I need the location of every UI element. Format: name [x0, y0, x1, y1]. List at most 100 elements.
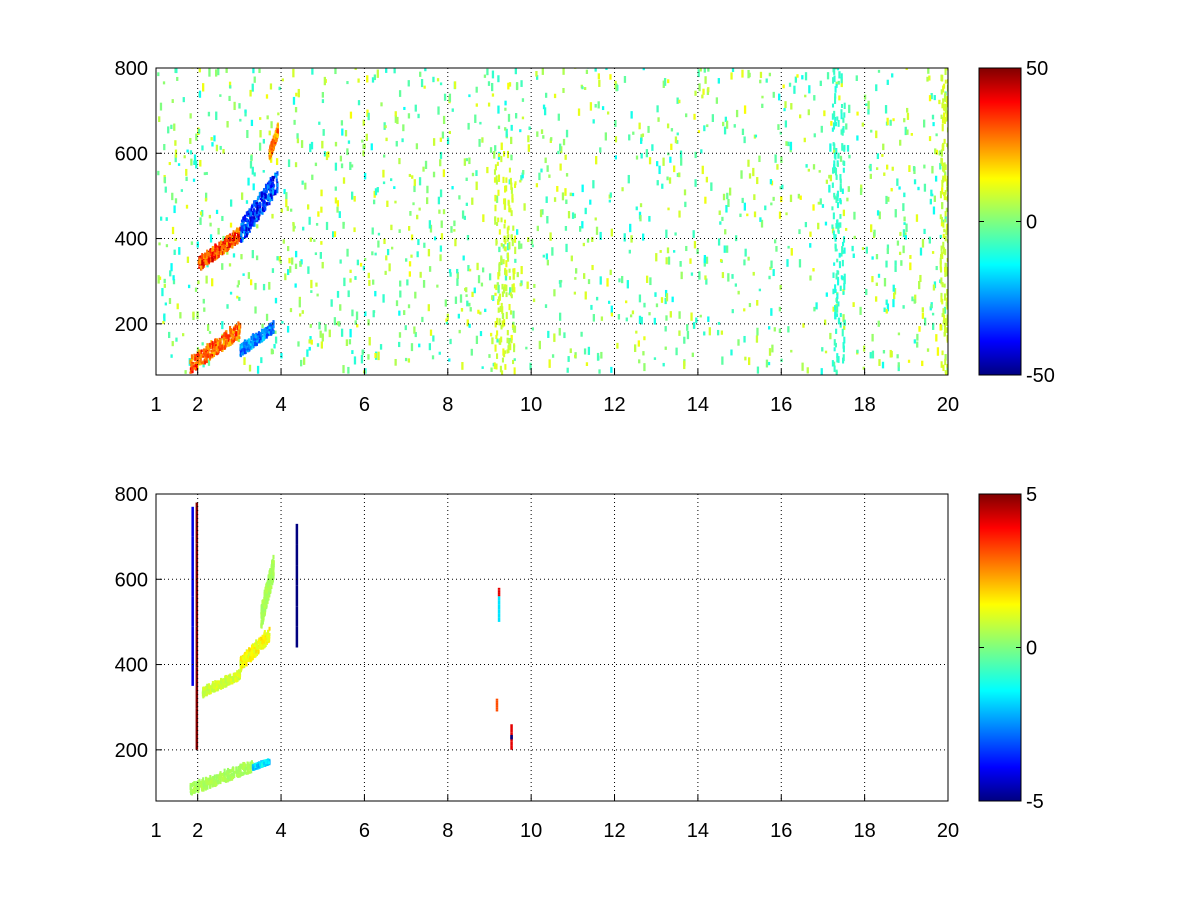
heatmap-cell	[788, 82, 792, 87]
heatmap-cell	[157, 170, 160, 176]
heatmap-cell	[298, 296, 302, 300]
heatmap-cell	[371, 77, 375, 83]
feature-cell	[254, 212, 257, 217]
band-cell	[503, 151, 506, 157]
feature-cell	[204, 784, 207, 787]
heatmap-cell	[403, 310, 406, 316]
heatmap-cell	[505, 128, 508, 138]
band-cell	[839, 174, 842, 181]
heatmap-cell	[203, 172, 207, 176]
heatmap-cell	[310, 290, 313, 293]
heatmap-cell	[512, 271, 515, 280]
feature-cell	[272, 145, 275, 150]
heatmap-cell	[475, 335, 479, 344]
heatmap-cell	[830, 120, 833, 126]
feature-cell	[243, 226, 246, 230]
heatmap-cell	[932, 284, 936, 291]
band-cell	[942, 319, 945, 324]
heatmap-cell	[367, 272, 370, 279]
feature-cell	[265, 189, 268, 194]
heatmap-cell	[300, 140, 304, 148]
feature-cell	[220, 681, 224, 686]
heatmap-cell	[780, 196, 783, 203]
heatmap-cell	[829, 332, 832, 340]
heatmap-cell	[665, 315, 668, 321]
heatmap-cell	[196, 347, 200, 353]
heatmap-cell	[432, 138, 436, 146]
heatmap-cell	[388, 263, 391, 272]
feature-cell	[237, 233, 240, 239]
heatmap-cell	[529, 362, 532, 370]
heatmap-cell	[815, 302, 818, 310]
heatmap-cell	[715, 97, 719, 104]
heatmap-cell	[553, 93, 557, 99]
heatmap-cell	[711, 114, 715, 122]
heatmap-cell	[204, 197, 208, 202]
heatmap-cell	[931, 114, 935, 120]
feature-cell	[271, 578, 274, 584]
feature-cell	[209, 256, 212, 262]
heatmap-cell	[883, 172, 886, 176]
heatmap-cell	[171, 99, 174, 103]
feature-cell	[229, 341, 232, 345]
heatmap-cell	[863, 94, 867, 100]
heatmap-cell	[927, 68, 930, 74]
feature-cell	[193, 367, 197, 370]
heatmap-cell	[217, 68, 220, 76]
colorbar-tick-label: 0	[1026, 212, 1037, 234]
heatmap-cell	[488, 354, 491, 358]
heatmap-cell	[471, 172, 475, 177]
heatmap-cell	[321, 261, 324, 269]
heatmap-cell	[722, 193, 726, 201]
feature-cell	[229, 769, 232, 774]
feature-cell	[240, 223, 243, 226]
feature-cell	[207, 250, 210, 253]
heatmap-cell	[163, 278, 166, 284]
feature-cell	[202, 253, 206, 259]
heatmap-cell	[290, 208, 293, 212]
heatmap-cell	[286, 206, 289, 212]
feature-cell	[268, 197, 272, 202]
heatmap-cell	[686, 324, 689, 331]
heatmap-cell	[318, 321, 321, 330]
heatmap-cell	[470, 348, 473, 356]
heatmap-cell	[896, 240, 900, 246]
heatmap-cell	[592, 180, 595, 189]
heatmap-cell	[724, 229, 727, 235]
feature-cell	[260, 197, 263, 202]
feature-cell	[255, 210, 258, 215]
heatmap-cell	[599, 147, 602, 153]
heatmap-cell	[408, 173, 412, 177]
feature-cell	[244, 231, 247, 235]
heatmap-cell	[638, 359, 641, 364]
band-cell	[945, 107, 948, 114]
heatmap-cell	[432, 335, 435, 342]
feature-cell	[200, 260, 204, 266]
band-cell	[834, 243, 837, 249]
feature-cell	[227, 772, 230, 776]
band-cell	[509, 310, 513, 315]
feature-cell	[270, 585, 273, 590]
y-tick-label: 200	[115, 314, 148, 336]
heatmap-cell	[336, 321, 340, 326]
heatmap-cell	[383, 154, 386, 158]
heatmap-cell	[932, 322, 935, 330]
heatmap-cell	[386, 200, 389, 207]
heatmap-cell	[364, 257, 367, 261]
feature-cell	[196, 782, 199, 787]
feature-cell	[239, 354, 243, 358]
feature-cell	[252, 650, 255, 655]
heatmap-cell	[666, 247, 670, 254]
feature-cell	[211, 251, 214, 256]
feature-cell	[259, 762, 262, 767]
heatmap-cell	[853, 211, 856, 220]
band-cell	[840, 109, 843, 114]
heatmap-cell	[632, 131, 635, 135]
heatmap-cell	[545, 253, 549, 260]
heatmap-cell	[298, 313, 302, 317]
heatmap-cell	[461, 210, 465, 219]
heatmap-cell	[170, 263, 173, 272]
heatmap-cell	[767, 361, 771, 366]
heatmap-cell	[198, 68, 201, 73]
heatmap-cell	[627, 174, 630, 184]
